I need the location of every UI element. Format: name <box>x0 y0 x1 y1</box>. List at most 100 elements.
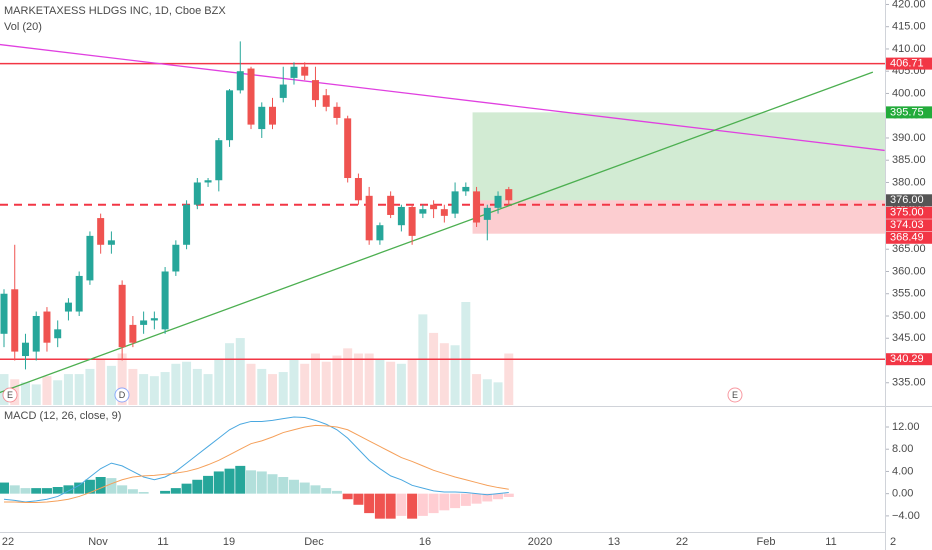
candle-body <box>387 195 395 215</box>
volume-bar <box>407 358 417 405</box>
price-label: 395.75 <box>890 106 924 118</box>
macd-bar <box>63 485 74 494</box>
volume-bar <box>439 343 449 405</box>
price-label: 406.71 <box>890 58 924 70</box>
macd-bar <box>396 493 407 516</box>
candle-body <box>118 284 126 348</box>
volume-bar <box>63 374 73 405</box>
candle-body <box>215 140 223 181</box>
candle-body <box>419 209 427 214</box>
candle-body <box>172 244 180 272</box>
volume-bar <box>235 338 245 405</box>
macd-bar <box>224 468 235 494</box>
macd-bar <box>299 482 310 494</box>
volume-bar <box>278 372 288 405</box>
volume-bar <box>139 374 149 405</box>
macd-bar <box>267 474 278 494</box>
candle-body <box>440 209 448 216</box>
macd-bar <box>407 493 418 519</box>
macd-bar <box>493 493 504 500</box>
candle-body <box>473 191 481 223</box>
macd-bar <box>213 471 224 494</box>
volume-bar <box>310 353 320 405</box>
macd-bar <box>9 485 20 494</box>
macd-bar <box>20 488 31 494</box>
candle-body <box>494 195 502 208</box>
y-tick-label: 415.00 <box>892 21 926 33</box>
volume-bar <box>149 376 159 405</box>
candle-body <box>140 320 148 325</box>
macd-bar <box>385 493 396 519</box>
price-label-box <box>886 219 932 232</box>
candle-body <box>311 80 319 101</box>
candle-body <box>408 206 416 236</box>
macd-bar <box>84 479 95 494</box>
y-tick-label: 420.00 <box>892 0 926 10</box>
candle-body <box>430 204 438 210</box>
candle-body <box>21 342 29 357</box>
macd-bar <box>127 489 138 494</box>
volume-bar <box>225 343 235 405</box>
x-tick-label: 11 <box>157 536 168 548</box>
macd-line <box>3 416 509 503</box>
volume-bar <box>257 368 267 405</box>
volume-bar <box>482 379 492 405</box>
candle-body <box>483 207 491 220</box>
event-label: D <box>119 390 126 400</box>
volume-bar <box>117 353 127 405</box>
macd-bar <box>0 482 9 494</box>
price-label-box <box>886 206 932 219</box>
event-marker <box>727 387 743 403</box>
trend-line <box>0 43 885 152</box>
candle-body <box>236 71 244 91</box>
volume-bar <box>472 374 482 405</box>
price-label: 376.00 <box>890 194 924 206</box>
macd-bar <box>460 493 471 506</box>
y-tick-label: 390.00 <box>892 132 926 144</box>
volume-bar <box>332 355 342 405</box>
macd-bar <box>374 493 385 519</box>
volume-bar <box>85 368 95 405</box>
candle-body <box>129 324 137 343</box>
x-tick-label: 16 <box>419 536 431 548</box>
volume-bar <box>246 363 256 405</box>
chart-title: MARKETAXESS HLDGS INC, 1D, Cboe BZX <box>4 5 226 17</box>
macd-bar <box>256 471 267 494</box>
volume-bar <box>461 302 471 405</box>
x-tick-label: 11 <box>825 536 836 548</box>
event-label: E <box>732 390 738 400</box>
volume-bar <box>53 380 63 405</box>
macd-tick-label: 4.00 <box>892 465 913 477</box>
candle-body <box>193 182 201 205</box>
y-tick-label: 355.00 <box>892 288 926 300</box>
macd-bar <box>310 485 321 494</box>
candle-body <box>247 68 255 125</box>
volume-bar <box>321 361 331 405</box>
macd-bar <box>235 465 246 494</box>
macd-bar <box>95 477 106 494</box>
candle-body <box>32 315 40 352</box>
candle-body <box>269 106 276 125</box>
candle-body <box>64 302 72 312</box>
trend-line <box>0 71 874 394</box>
y-tick-label: 365.00 <box>892 243 926 255</box>
candle-body <box>376 225 384 241</box>
volume-bar <box>493 382 503 405</box>
macd-tick-label: 12.00 <box>892 421 920 433</box>
macd-bar <box>364 493 375 514</box>
y-tick-label: 410.00 <box>892 43 926 55</box>
x-tick-label: 19 <box>223 536 235 548</box>
event-marker <box>2 387 18 403</box>
volume-bar <box>182 361 192 405</box>
candle-body <box>344 118 352 179</box>
candle-body <box>161 271 169 330</box>
price-label-box <box>886 194 932 207</box>
candle-body <box>290 66 298 78</box>
volume-bar <box>375 358 385 405</box>
volume-bar <box>386 361 396 405</box>
candle-body <box>75 275 83 312</box>
x-tick-label: Nov <box>88 536 108 548</box>
volume-bar <box>289 358 299 405</box>
macd-bar <box>138 492 149 494</box>
